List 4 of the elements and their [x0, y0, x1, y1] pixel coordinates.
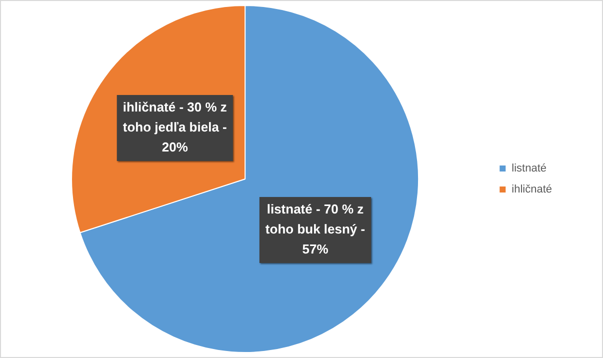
- legend-label: listnaté: [512, 162, 546, 175]
- text: ihličnaté - 30 % z toho jedľa biela - 20%: [122, 100, 228, 155]
- text: listnaté - 70 % z toho buk lesný - 57%: [265, 202, 366, 257]
- legend-label: ihličnaté: [512, 184, 552, 196]
